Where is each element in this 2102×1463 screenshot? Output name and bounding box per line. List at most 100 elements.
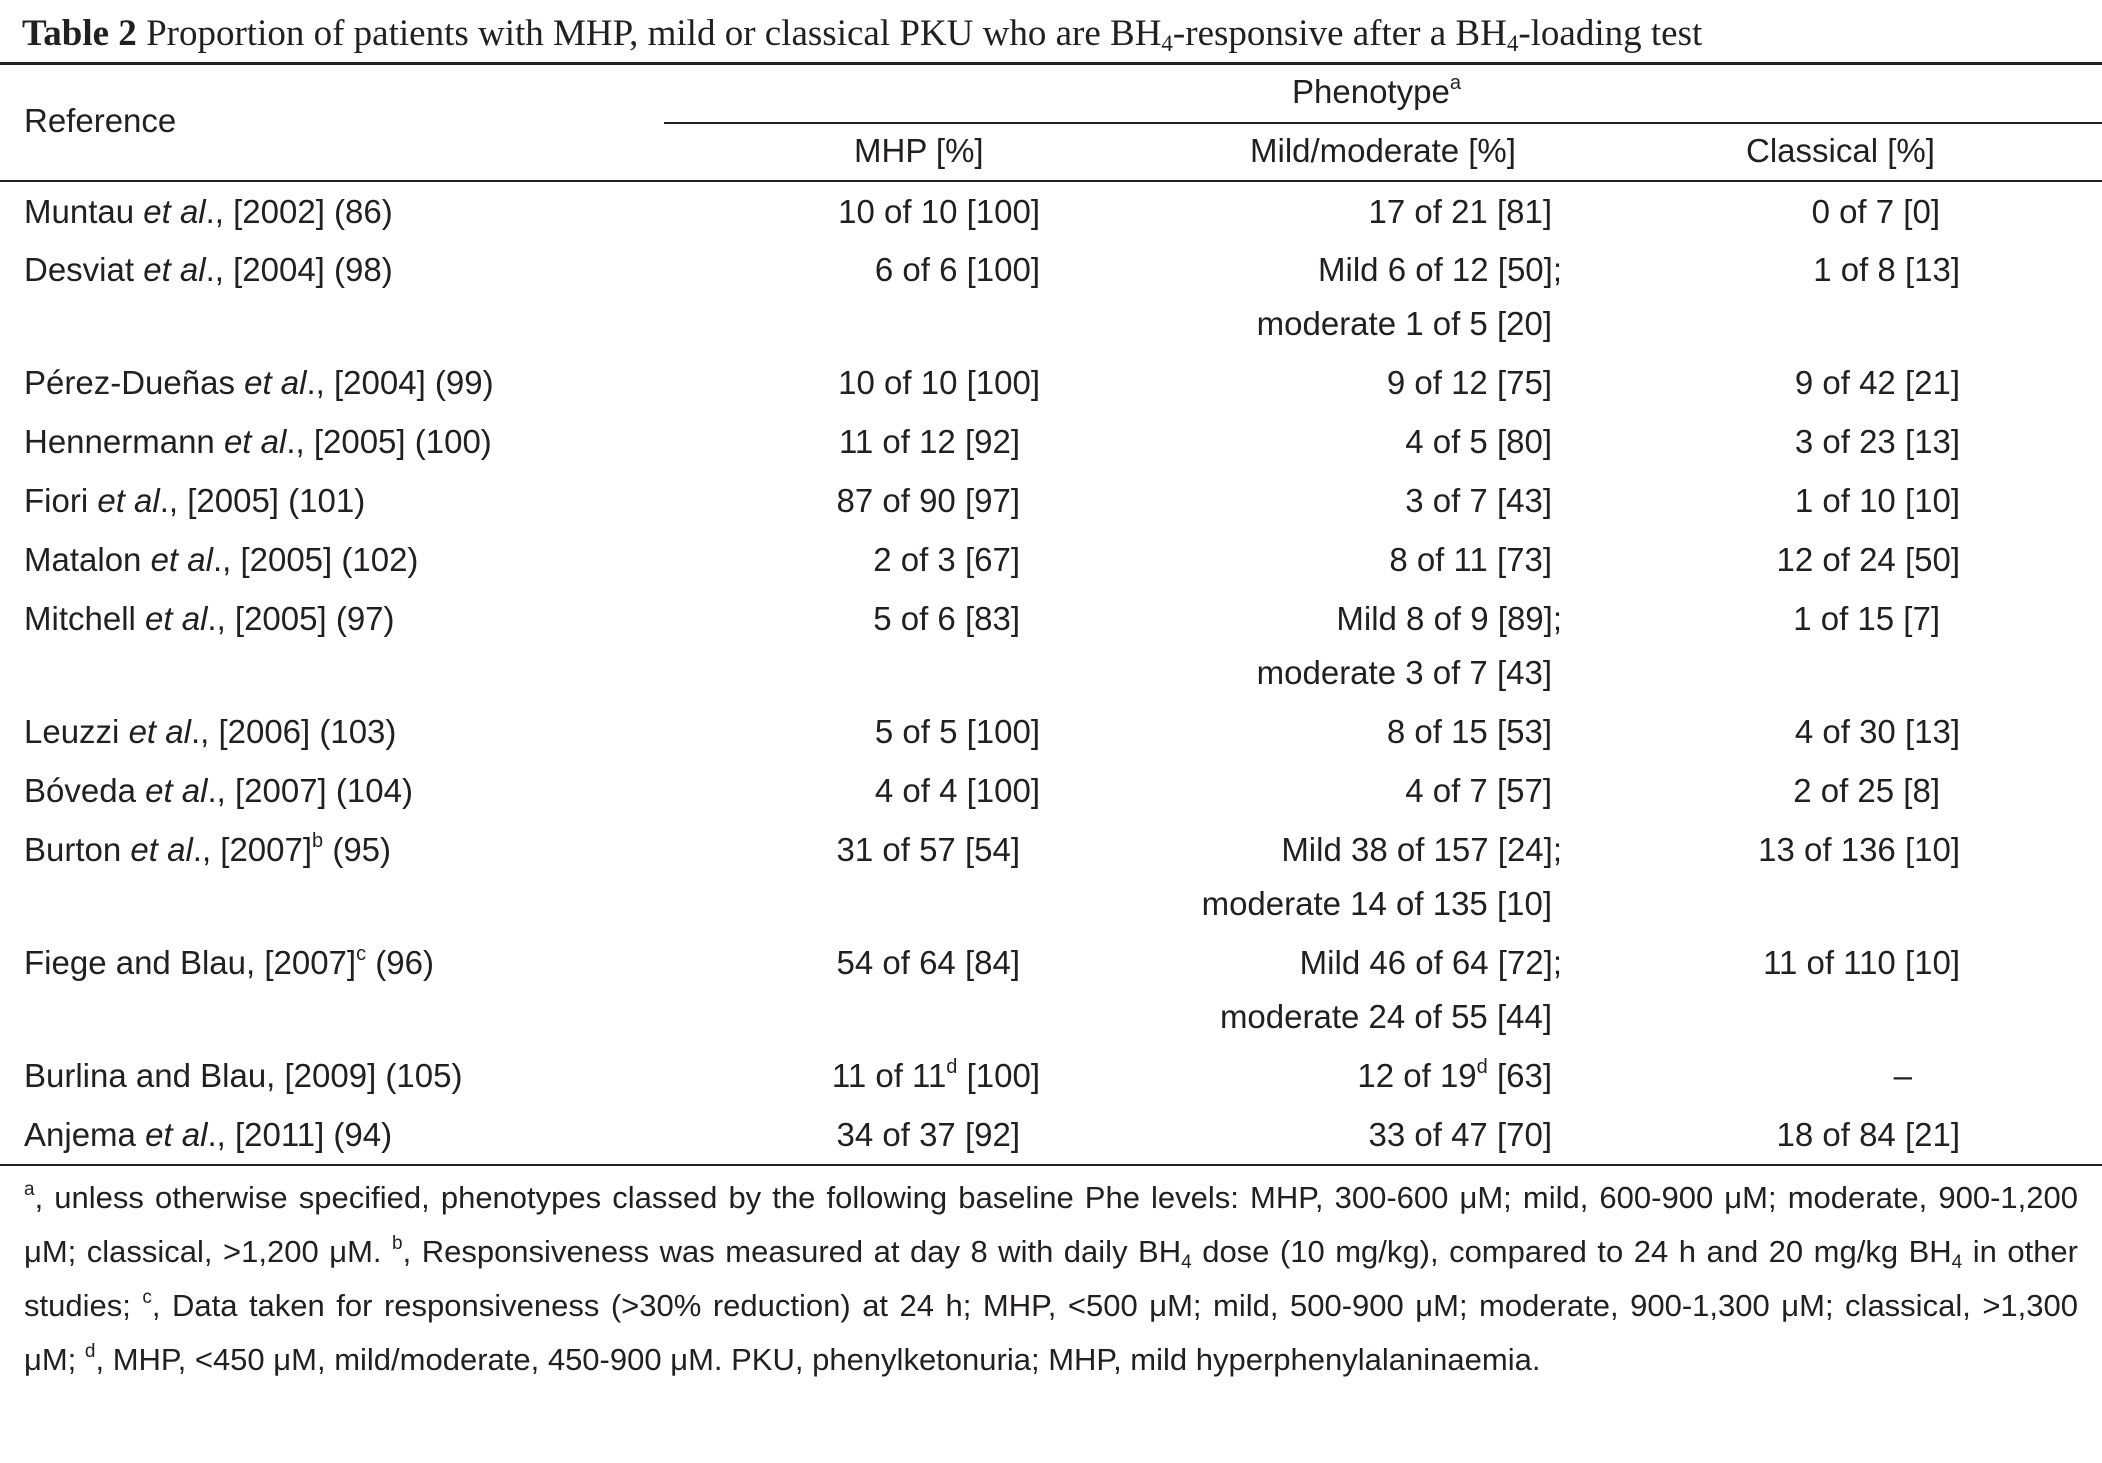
header-mhp: MHP [%] bbox=[854, 132, 984, 169]
classical-cell: 13 of 136 [10] bbox=[1758, 831, 1960, 868]
classical-cell: 11 of 110 [10] bbox=[1763, 944, 1960, 981]
mild-cell: 8 of 11 [73] bbox=[1389, 541, 1552, 578]
reference-cell: Hennermann et al., [2005] (100) bbox=[24, 422, 492, 462]
reference-cell: Burton et al., [2007]b (95) bbox=[24, 830, 391, 870]
year: ., [2005] (100) bbox=[286, 423, 492, 460]
year: ., [2005] (97) bbox=[207, 600, 395, 637]
mild-cell: Mild 38 of 157 [24]; bbox=[1281, 831, 1562, 868]
mhp-cell: 5 of 6 [83] bbox=[873, 600, 1020, 637]
header-mild-moderate: Mild/moderate [%] bbox=[1250, 132, 1516, 169]
mhp-percent: [100] bbox=[957, 1057, 1040, 1094]
reference-cell: Mitchell et al., [2005] (97) bbox=[24, 599, 395, 639]
moderate-cell: moderate 14 of 135 [10] bbox=[1201, 885, 1552, 922]
footnote-c-text: , Data taken for responsiveness (>30% re… bbox=[24, 1288, 2078, 1377]
table-caption: Table 2 Proportion of patients with MHP,… bbox=[22, 8, 2082, 60]
author: Leuzzi bbox=[24, 713, 129, 750]
table-row: Anjema et al., [2011] (94) 34 of 37 [92]… bbox=[0, 1115, 2102, 1155]
ref-number: (96) bbox=[366, 944, 434, 981]
footnote-d-text: , MHP, <450 μM, mild/moderate, 450-900 μ… bbox=[95, 1342, 1541, 1377]
classical-cell: 9 of 42 [21] bbox=[1794, 364, 1960, 401]
classical-cell: 2 of 25 [8] bbox=[1793, 772, 1940, 809]
year: ., [2005] (101) bbox=[159, 482, 366, 519]
author: Matalon bbox=[24, 541, 151, 578]
caption-text-mid: -responsive after a BH bbox=[1172, 13, 1507, 54]
footnote-subscript: 4 bbox=[1181, 1252, 1192, 1273]
et-al: et al bbox=[223, 423, 287, 460]
footnote-mark: d bbox=[1476, 1056, 1488, 1078]
mhp-cell: 11 of 11d [100] bbox=[832, 1056, 1040, 1096]
classical-cell: 4 of 30 [13] bbox=[1794, 713, 1960, 750]
mild-cell: Mild 46 of 64 [72]; bbox=[1299, 944, 1562, 981]
year: ., [2005] (102) bbox=[212, 541, 419, 578]
mhp-cell: 6 of 6 [100] bbox=[874, 251, 1040, 288]
mhp-cell: 10 of 10 [100] bbox=[838, 364, 1040, 401]
mhp-cell: 10 of 10 [100] bbox=[838, 193, 1040, 230]
et-al: et al bbox=[97, 482, 160, 519]
table-row-continuation: moderate 24 of 55 [44] bbox=[0, 997, 2102, 1037]
table-row: Desviat et al., [2004] (98) 6 of 6 [100]… bbox=[0, 250, 2102, 290]
table-row: Fiege and Blau, [2007]c (96) 54 of 64 [8… bbox=[0, 943, 2102, 983]
table-row: Burlina and Blau, [2009] (105) 11 of 11d… bbox=[0, 1056, 2102, 1096]
et-al: et al bbox=[145, 1116, 208, 1153]
reference-cell: Burlina and Blau, [2009] (105) bbox=[24, 1057, 463, 1094]
footnote-mark-b: b bbox=[392, 1233, 403, 1254]
mild-cell: 17 of 21 [81] bbox=[1368, 193, 1552, 230]
reference-cell: Fiori et al., [2005] (101) bbox=[24, 481, 365, 521]
classical-cell: 1 of 10 [10] bbox=[1794, 482, 1960, 519]
reference-cell: Anjema et al., [2011] (94) bbox=[24, 1115, 392, 1155]
caption-subscript-2: 4 bbox=[1506, 31, 1519, 56]
top-rule bbox=[0, 62, 2102, 65]
table-row: Hennermann et al., [2005] (100) 11 of 12… bbox=[0, 422, 2102, 462]
phenotype-span-rule bbox=[664, 122, 2102, 124]
table-row: Leuzzi et al., [2006] (103) 5 of 5 [100]… bbox=[0, 712, 2102, 752]
reference-cell: Muntau et al., [2002] (86) bbox=[24, 192, 393, 232]
mild-value: 12 of 19 bbox=[1357, 1057, 1477, 1094]
mild-cell: 8 of 15 [53] bbox=[1386, 713, 1552, 750]
caption-subscript: 4 bbox=[1161, 31, 1173, 56]
table-row: Matalon et al., [2005] (102) 2 of 3 [67]… bbox=[0, 540, 2102, 580]
mhp-cell: 4 of 4 [100] bbox=[874, 772, 1040, 809]
caption-text: Proportion of patients with MHP, mild or… bbox=[136, 13, 1162, 54]
table-row: Mitchell et al., [2005] (97) 5 of 6 [83]… bbox=[0, 599, 2102, 639]
et-al: et al bbox=[244, 364, 307, 401]
moderate-cell: moderate 24 of 55 [44] bbox=[1219, 998, 1552, 1035]
et-al: et al bbox=[145, 600, 208, 637]
et-al: et al bbox=[128, 713, 191, 750]
footnote-b-text-3: in other studies; bbox=[24, 1234, 2078, 1323]
year: ., [2007] bbox=[192, 831, 313, 868]
header-rule bbox=[0, 180, 2102, 182]
author: Fiege and Blau, [2007] bbox=[24, 944, 357, 981]
footnote-subscript-2: 4 bbox=[1951, 1252, 1963, 1273]
moderate-cell: moderate 3 of 7 [43] bbox=[1256, 654, 1552, 691]
mhp-cell: 31 of 57 [54] bbox=[836, 831, 1020, 868]
header-phenotype-footnote-mark: a bbox=[1449, 72, 1461, 94]
footnote-b-text-2: dose (10 mg/kg), compared to 24 h and 20… bbox=[1191, 1234, 1952, 1269]
bottom-rule bbox=[0, 1164, 2102, 1166]
footnote-b-text: , Responsiveness was measured at day 8 w… bbox=[402, 1234, 1182, 1269]
footnote-mark-d: d bbox=[84, 1341, 96, 1362]
classical-cell: – bbox=[1893, 1057, 1912, 1094]
author: Desviat bbox=[24, 251, 144, 288]
mhp-cell: 5 of 5 [100] bbox=[874, 713, 1040, 750]
header-phenotype: Phenotypea bbox=[1292, 72, 1461, 112]
table-row: Burton et al., [2007]b (95) 31 of 57 [54… bbox=[0, 830, 2102, 870]
mhp-cell: 54 of 64 [84] bbox=[836, 944, 1020, 981]
author: Hennermann bbox=[24, 423, 224, 460]
author: Anjema bbox=[24, 1116, 146, 1153]
ref-number: (95) bbox=[323, 831, 392, 868]
reference-cell: Matalon et al., [2005] (102) bbox=[24, 540, 418, 580]
classical-cell: 1 of 8 [13] bbox=[1813, 251, 1960, 288]
mhp-cell: 34 of 37 [92] bbox=[836, 1116, 1020, 1153]
reference-cell: Bóveda et al., [2007] (104) bbox=[24, 771, 413, 811]
author: Pérez-Dueñas bbox=[24, 364, 245, 401]
table-row: Bóveda et al., [2007] (104) 4 of 4 [100]… bbox=[0, 771, 2102, 811]
mild-cell: 33 of 47 [70] bbox=[1368, 1116, 1552, 1153]
mhp-value: 11 of 11 bbox=[831, 1057, 947, 1094]
footnote-mark-c: c bbox=[142, 1287, 152, 1308]
author: Burton bbox=[24, 831, 131, 868]
table-row: Pérez-Dueñas et al., [2004] (99) 10 of 1… bbox=[0, 363, 2102, 403]
reference-cell: Desviat et al., [2004] (98) bbox=[24, 250, 393, 290]
table-row: Muntau et al., [2002] (86) 10 of 10 [100… bbox=[0, 192, 2102, 232]
classical-cell: 3 of 23 [13] bbox=[1794, 423, 1960, 460]
footnote-mark-a: a bbox=[24, 1179, 35, 1200]
